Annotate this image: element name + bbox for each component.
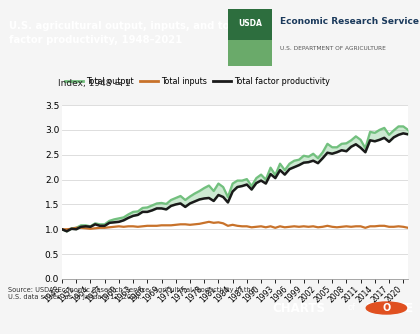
Text: TE: TE xyxy=(398,302,414,315)
Text: of: of xyxy=(348,304,356,313)
Text: U.S. DEPARTMENT OF AGRICULTURE: U.S. DEPARTMENT OF AGRICULTURE xyxy=(281,45,386,50)
Text: U.S. agricultural output, inputs, and total
factor productivity, 1948–2021: U.S. agricultural output, inputs, and to… xyxy=(9,21,244,45)
Circle shape xyxy=(366,302,407,314)
Bar xyxy=(228,40,273,66)
Text: USDA: USDA xyxy=(239,19,262,28)
Text: O: O xyxy=(382,303,391,313)
Text: Source: USDA, Economic Research Service, Agricultural Productivity in the
U.S. d: Source: USDA, Economic Research Service,… xyxy=(8,287,255,300)
Bar xyxy=(228,9,273,40)
Legend: Total output, Total inputs, Total factor productivity: Total output, Total inputs, Total factor… xyxy=(62,74,333,89)
Text: Index, 1948 = 1: Index, 1948 = 1 xyxy=(58,79,130,88)
Text: Economic Research Service: Economic Research Service xyxy=(281,16,419,25)
Text: CHARTS: CHARTS xyxy=(272,302,325,315)
Text: N: N xyxy=(366,302,376,315)
